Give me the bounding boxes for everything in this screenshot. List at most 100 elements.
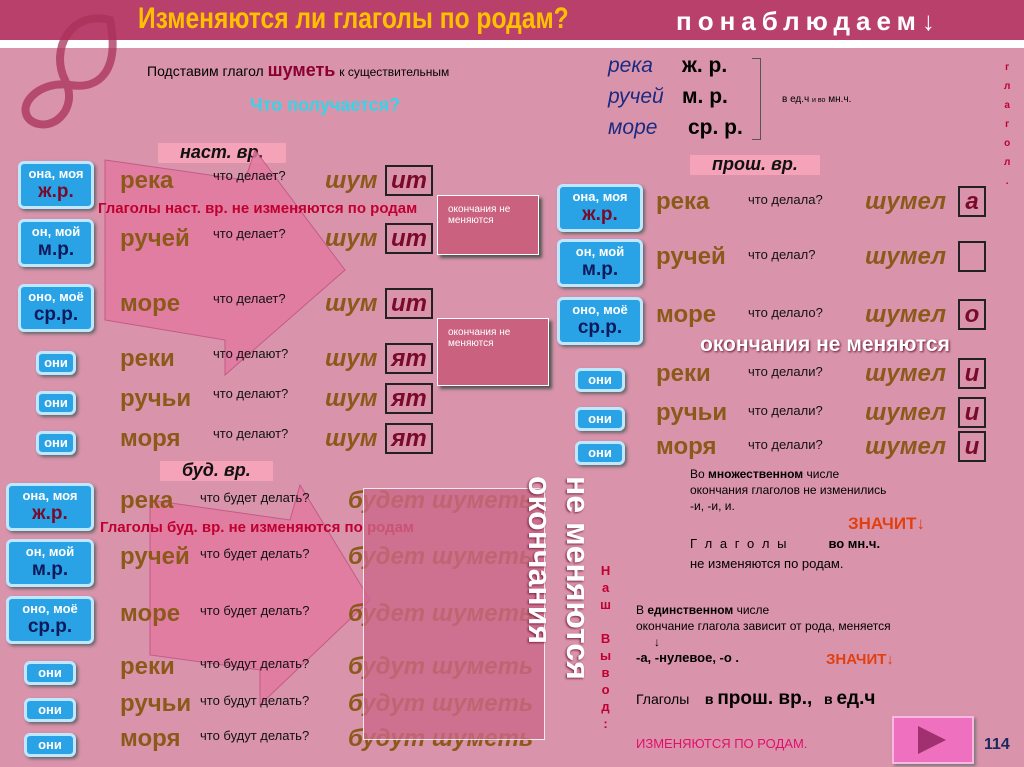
noun: ручей [120, 543, 190, 570]
plural-not-change: не изменяются по родам. [690, 556, 844, 571]
pronoun-box: они [575, 441, 625, 465]
question: что будет делать? [200, 490, 310, 505]
question: что делает? [213, 226, 286, 241]
pronoun-box: он, мой м.р. [18, 219, 94, 267]
verb-stem: шум [325, 225, 378, 252]
t: числе [803, 467, 840, 481]
pronoun: он, мой [575, 244, 625, 259]
ref-gender: м. р. [682, 85, 728, 108]
verb-ending: ит [385, 223, 433, 254]
ref-gender: ж. р. [682, 54, 728, 77]
pronoun: оно, моё [28, 289, 84, 304]
question: что будет делать? [200, 603, 310, 618]
present-arrow-text: Глаголы наст. вр. не изменяются по родам [98, 200, 418, 217]
question: что будут делать? [200, 693, 310, 708]
question: что делают? [213, 346, 289, 361]
t: прош. вр., [717, 688, 813, 709]
ref-gender: ср. р. [688, 116, 743, 139]
verb-stem: шум [325, 425, 378, 452]
verb-stem: шум [325, 385, 378, 412]
question: что делает? [213, 168, 286, 183]
t: в [704, 691, 714, 707]
intro-verb: шуметь [267, 60, 336, 80]
number-note-b: и во [812, 97, 826, 104]
changes-by-gender: ИЗМЕНЯЮТСЯ ПО РОДАМ. [636, 736, 808, 751]
pronoun-box: она, моя ж.р. [18, 161, 94, 209]
intro-post: к существительным [339, 65, 450, 79]
therefore-1: ЗНАЧИТ↓ [848, 514, 925, 533]
gender: ж.р. [38, 181, 74, 202]
t: во мн.ч. [828, 536, 881, 551]
present-arrow-shape [104, 150, 346, 377]
intro-line: Подставим глагол шуметь к существительны… [147, 60, 449, 81]
present-note-2: окончания не меняются [437, 318, 549, 386]
pronoun-box: оно, моё ср.р. [557, 297, 643, 345]
gender: м.р. [37, 239, 75, 260]
slide-title: Изменяются ли глаголы по родам? [138, 2, 569, 35]
question: что делал? [748, 247, 816, 262]
therefore-2: ЗНАЧИТ↓ [826, 651, 894, 668]
t: Во [690, 467, 709, 481]
t: окончание глагола зависит от рода, меняе… [636, 619, 891, 633]
verb-ending: ят [385, 343, 433, 374]
ribbon-logo-icon [21, 14, 117, 129]
number-note: в ед.ч и во мн.ч. [782, 94, 851, 105]
past-overlay: окончания не меняются [700, 333, 950, 356]
future-arrow-shape [149, 483, 371, 707]
t: числе [733, 603, 770, 617]
plural-verbs: Г л а г о л ы во мн.ч. [690, 536, 880, 551]
question: что будут делать? [200, 728, 310, 743]
number-note-a: в ед.ч [782, 94, 810, 105]
pronoun: он, мой [31, 224, 81, 239]
intro-question: Что получается? [250, 95, 401, 115]
noun: река [656, 188, 710, 215]
noun: ручьи [120, 385, 192, 412]
future-arrow-text: Глаголы буд. вр. не изменяются по родам [100, 519, 415, 536]
gender: м.р. [31, 559, 69, 580]
verb-stem: шумел [865, 301, 947, 328]
pronoun-box: они [24, 661, 76, 685]
singular-verbs: Глаголы в прош. вр., в ед.ч [636, 688, 875, 710]
t: -а, -нулевое, -о . [636, 650, 740, 665]
pronoun-box: они [36, 431, 76, 455]
side-word: г л а г о л . [1004, 62, 1011, 187]
gender: ж.р. [582, 204, 618, 225]
future-overlay-bottom: не меняются [560, 476, 596, 680]
question: что делают? [213, 386, 289, 401]
noun: моря [120, 425, 181, 452]
header-divider [0, 40, 1024, 48]
verb-ending: ят [385, 423, 433, 454]
pronoun-box: они [575, 407, 625, 431]
question: что делают? [213, 426, 289, 441]
conclusion-side: Н а ш В ы в о д : [600, 563, 612, 731]
ref-noun: река [608, 54, 653, 77]
pronoun-box: он, мой м.р. [6, 539, 94, 587]
pronoun-box: они [575, 368, 625, 392]
verb-ending [958, 241, 986, 272]
pronoun: он, мой [25, 544, 75, 559]
noun: моря [656, 433, 717, 460]
noun: ручей [656, 243, 726, 270]
question: что будет делать? [200, 546, 310, 561]
pronoun-box: он, мой м.р. [557, 239, 643, 287]
t: Г л а г о л ы [690, 536, 789, 551]
noun: ручьи [656, 399, 728, 426]
t: ед.ч [836, 688, 876, 709]
past-tense-label: прош. вр. [690, 155, 820, 175]
noun: река [120, 487, 174, 514]
t: -и, -и, и. [690, 499, 735, 513]
question: что делали? [748, 403, 823, 418]
pronoun-box: они [36, 391, 76, 415]
ref-noun: ручей [608, 85, 664, 108]
question: что делало? [748, 305, 823, 320]
future-overlay-box [363, 488, 545, 740]
noun-gender-ref: река ж. р. ручей м. р. море ср. р. [608, 50, 743, 143]
future-tense-label: буд. вр. [160, 461, 273, 481]
noun: море [120, 600, 181, 627]
verb-ending: и [958, 431, 986, 462]
verb-ending: ит [385, 165, 433, 196]
verb-ending: а [958, 186, 986, 217]
question: что будут делать? [200, 656, 310, 671]
number-note-c: мн.ч. [828, 94, 852, 105]
next-slide-button[interactable] [892, 716, 974, 764]
